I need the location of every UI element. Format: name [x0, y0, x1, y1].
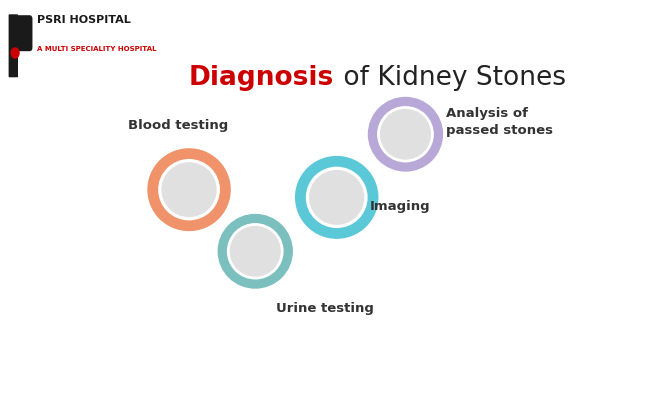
- Ellipse shape: [227, 223, 284, 280]
- Ellipse shape: [217, 214, 293, 289]
- Text: PSRI HOSPITAL: PSRI HOSPITAL: [37, 15, 131, 25]
- Ellipse shape: [147, 148, 231, 231]
- Text: Imaging: Imaging: [370, 200, 430, 213]
- Text: Blood testing: Blood testing: [128, 118, 228, 132]
- FancyBboxPatch shape: [12, 15, 32, 51]
- Ellipse shape: [162, 162, 217, 217]
- Ellipse shape: [380, 109, 431, 160]
- Ellipse shape: [377, 106, 434, 162]
- Text: A MULTI SPECIALITY HOSPITAL: A MULTI SPECIALITY HOSPITAL: [37, 46, 156, 52]
- Ellipse shape: [295, 156, 378, 239]
- Ellipse shape: [306, 167, 368, 228]
- Text: Diagnosis: Diagnosis: [189, 65, 334, 91]
- Ellipse shape: [309, 170, 365, 225]
- Text: Analysis of
passed stones: Analysis of passed stones: [446, 107, 553, 137]
- Circle shape: [11, 47, 20, 59]
- FancyBboxPatch shape: [9, 14, 18, 77]
- Ellipse shape: [368, 97, 443, 172]
- Ellipse shape: [230, 226, 281, 277]
- Text: of Kidney Stones: of Kidney Stones: [335, 65, 566, 91]
- Text: Urine testing: Urine testing: [276, 302, 373, 315]
- Ellipse shape: [158, 159, 220, 220]
